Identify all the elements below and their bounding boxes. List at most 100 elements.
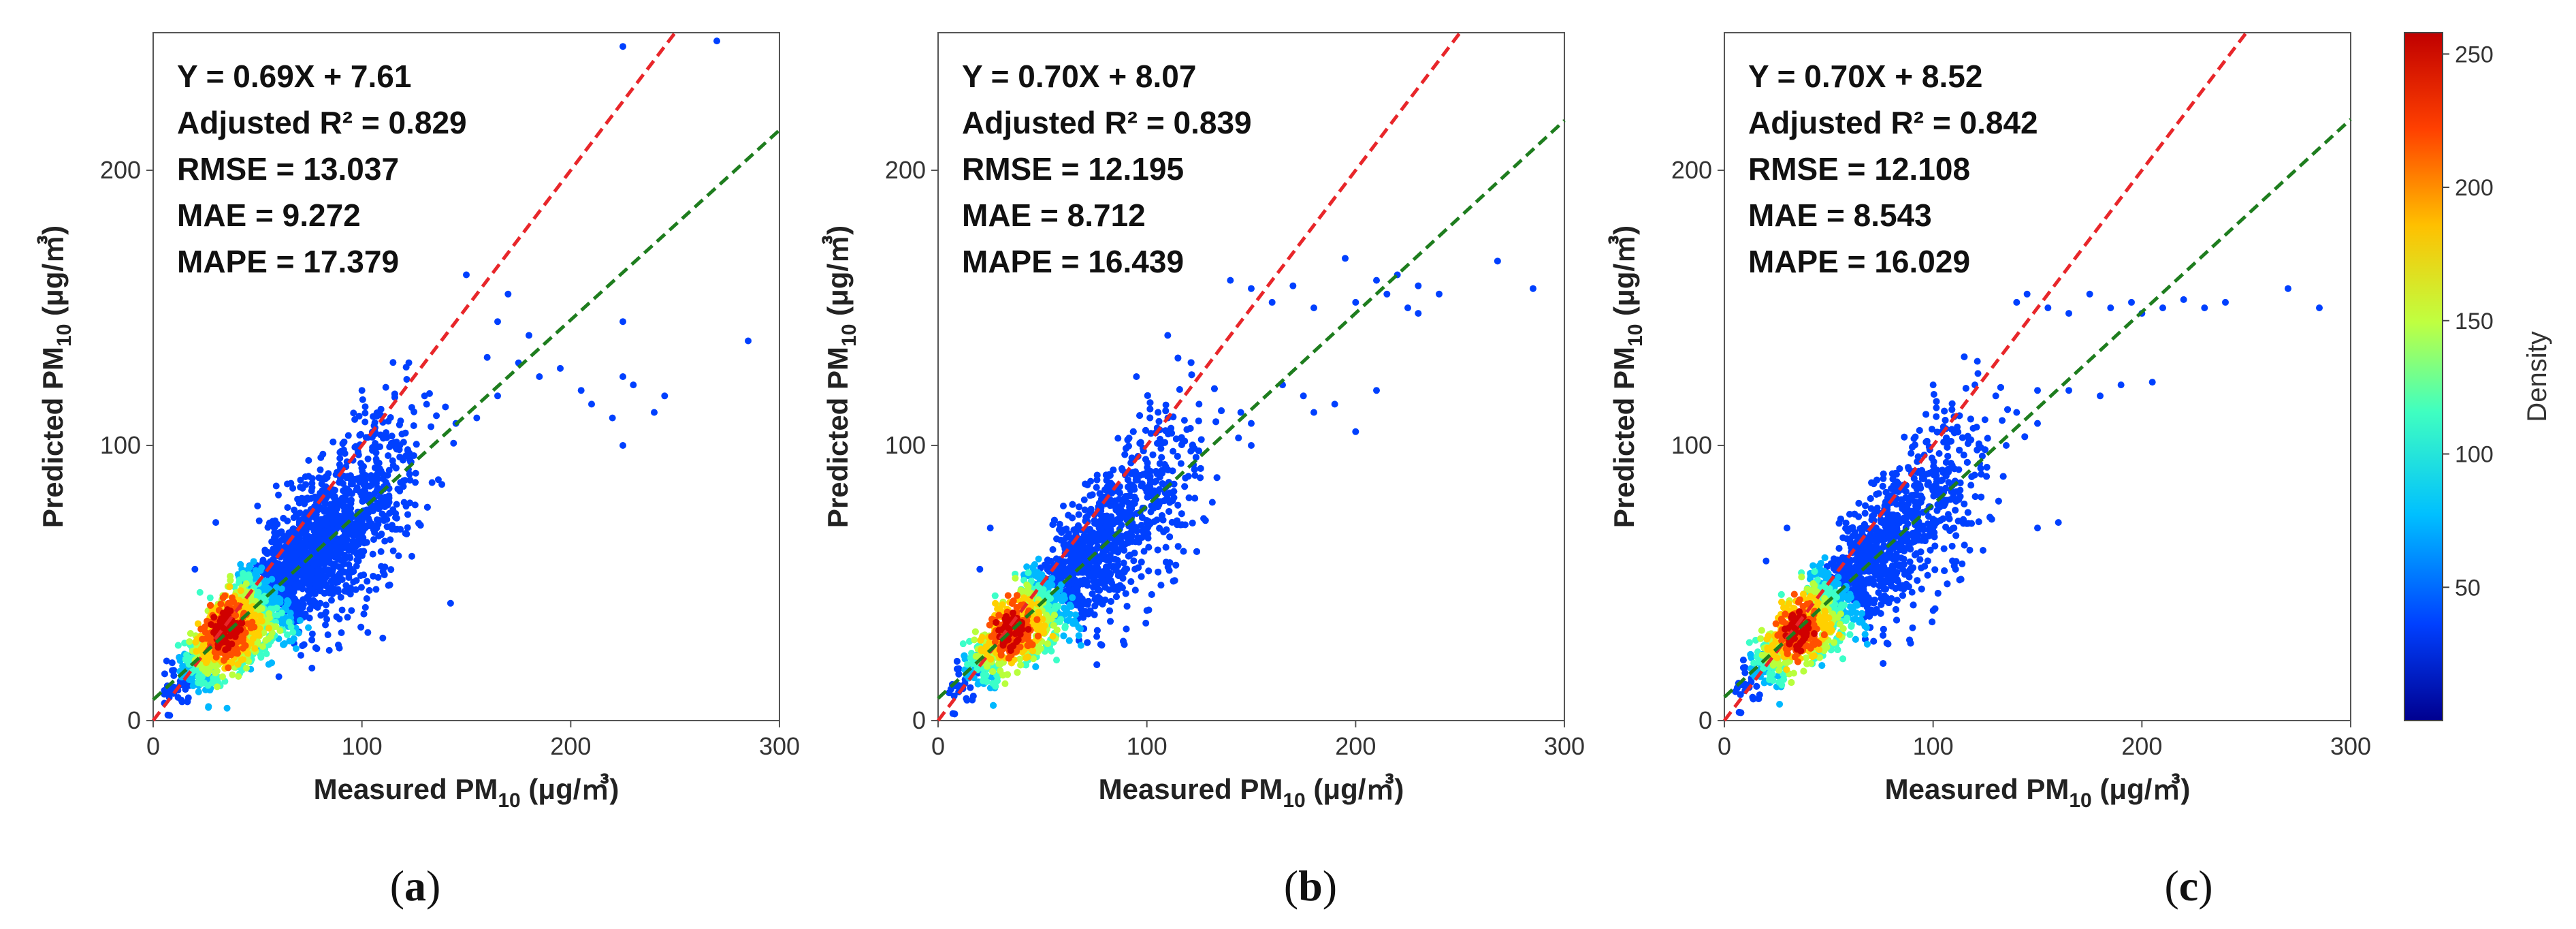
scatter-point — [353, 563, 360, 570]
scatter-point — [296, 509, 304, 517]
scatter-point — [1154, 546, 1161, 554]
scatter-point — [326, 559, 334, 567]
scatter-point — [326, 501, 334, 508]
scatter-point — [210, 614, 218, 621]
scatter-point — [336, 550, 343, 558]
scatter-point — [1040, 629, 1048, 636]
scatter-point — [257, 567, 264, 574]
scatter-point — [338, 515, 346, 522]
scatter-point — [412, 469, 419, 477]
scatter-point — [387, 439, 395, 447]
scatter-point — [259, 556, 267, 564]
scatter-point — [442, 403, 449, 411]
scatter-point — [1148, 591, 1155, 598]
scatter-point — [306, 599, 314, 606]
scatter-point — [1166, 533, 1174, 541]
scatter-point — [207, 601, 214, 609]
scatter-point — [220, 657, 227, 664]
scatter-point — [428, 479, 436, 486]
scatter-point — [1017, 661, 1025, 669]
scatter-point — [404, 511, 411, 518]
scatter-point — [1191, 472, 1199, 479]
scatter-point — [206, 633, 213, 640]
scatter-point — [193, 635, 201, 643]
scatter-point — [256, 625, 263, 632]
scatter-point — [1014, 669, 1021, 676]
scatter-point — [588, 400, 595, 408]
scatter-point — [1093, 476, 1101, 484]
scatter-point — [1197, 436, 1205, 443]
scatter-point — [1136, 412, 1144, 420]
scatter-point — [393, 501, 400, 508]
scatter-point — [226, 583, 234, 591]
scatter-point — [321, 505, 329, 513]
scatter-point — [346, 553, 353, 561]
scatter-point — [381, 503, 389, 511]
scatter-point — [270, 556, 277, 563]
scatter-point — [1153, 470, 1161, 477]
scatter-point — [1140, 471, 1147, 478]
scatter-point — [1118, 521, 1125, 529]
scatter-point — [397, 526, 404, 533]
scatter-point — [364, 455, 372, 462]
scatter-point — [194, 620, 202, 627]
scatter-point — [745, 337, 752, 345]
scatter-point — [301, 500, 308, 507]
scatter-point — [333, 535, 340, 543]
scatter-point — [1096, 490, 1104, 497]
scatter-point — [379, 568, 387, 576]
scatter-point — [370, 536, 377, 544]
scatter-point — [1162, 407, 1170, 415]
scatter-point — [1494, 257, 1501, 265]
scatter-point — [296, 616, 304, 624]
scatter-point — [359, 498, 366, 505]
scatter-point — [1080, 532, 1088, 539]
scatter-point — [389, 506, 397, 514]
scatter-point — [1023, 654, 1030, 661]
scatter-point — [1093, 633, 1101, 640]
scatter-point — [1248, 285, 1255, 292]
scatter-point — [1158, 454, 1165, 461]
scatter-point — [318, 480, 325, 488]
scatter-point — [1037, 644, 1044, 652]
scatter-point — [1131, 565, 1139, 573]
scatter-point — [352, 586, 359, 593]
scatter-point — [1088, 569, 1095, 577]
scatter-point — [373, 458, 381, 465]
x-tick-label: 100 — [342, 732, 383, 760]
scatter-point — [425, 390, 433, 397]
scatter-point — [382, 383, 389, 391]
scatter-point — [308, 558, 316, 566]
scatter-point — [196, 588, 204, 596]
scatter-point — [197, 625, 205, 633]
scatter-point — [1114, 562, 1121, 569]
scatter-point — [1060, 632, 1067, 640]
scatter-point — [331, 493, 338, 501]
scatter-point — [1089, 491, 1096, 499]
scatter-point — [494, 392, 501, 400]
scatter-point — [358, 387, 366, 394]
scatter-point — [268, 659, 276, 667]
scatter-point — [1106, 607, 1113, 614]
scatter-point — [345, 561, 353, 568]
scatter-point — [289, 525, 297, 533]
scatter-point — [223, 704, 231, 712]
scatter-point — [969, 693, 977, 700]
scatter-point — [338, 606, 346, 614]
scatter-point — [249, 635, 257, 642]
scatter-point — [1122, 540, 1129, 548]
scatter-point — [1170, 488, 1178, 495]
scatter-point — [1188, 371, 1195, 379]
scatter-point — [285, 561, 292, 568]
scatter-point — [297, 556, 305, 563]
scatter-point — [304, 494, 311, 502]
y-tick-label: 100 — [100, 431, 141, 459]
scatter-point — [369, 550, 376, 558]
scatter-point — [1146, 414, 1154, 422]
scatter-point — [193, 648, 200, 655]
scatter-point — [1404, 304, 1411, 311]
scatter-point — [1352, 428, 1359, 435]
scatter-point — [404, 524, 411, 531]
scatter-point — [389, 525, 396, 533]
